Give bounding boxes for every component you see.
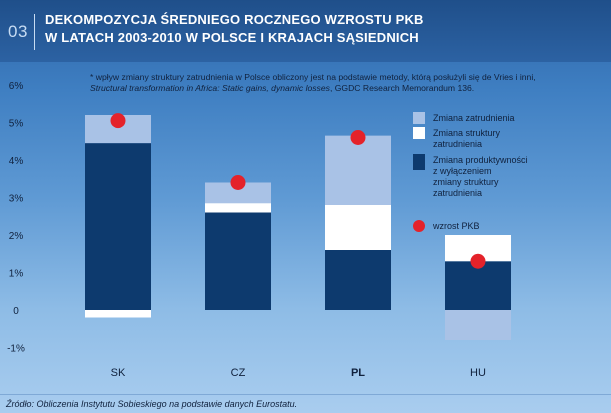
y-tick-label: 1% [9, 269, 24, 280]
legend-label: zatrudnienia [433, 139, 482, 149]
x-tick-label: CZ [231, 367, 246, 379]
legend-label: zmiany struktury [433, 177, 499, 187]
legend-label: wzrost PKB [432, 221, 480, 231]
title-line-1: DEKOMPOZYCJA ŚREDNIEGO ROCZNEGO WZROSTU … [45, 12, 424, 27]
bar-sk-series-2 [85, 143, 151, 310]
y-tick-label: 0 [13, 306, 19, 317]
title-line-2: W LATACH 2003-2010 W POLSCE I KRAJACH SĄ… [45, 30, 419, 45]
note-italic: Structural transformation in Africa: Sta… [90, 83, 330, 93]
x-tick-label: SK [111, 367, 126, 379]
bar-cz-series-0 [205, 182, 271, 204]
x-tick-label: PL [351, 367, 365, 379]
bar-hu-series-0 [445, 310, 511, 340]
gdp-dot-pl [350, 130, 366, 145]
bar-pl-series-2 [325, 250, 391, 310]
bar-cz-series-1 [205, 203, 271, 213]
legend-swatch-1 [413, 127, 425, 139]
legend-swatch-gdp [413, 220, 425, 232]
legend-label: Zmiana produktywności [433, 155, 528, 165]
legend-swatch-2 [413, 154, 425, 170]
legend-label: Zmiana struktury [433, 128, 501, 138]
y-tick-label: 6% [9, 81, 24, 92]
bar-pl-series-1 [325, 205, 391, 250]
gdp-dot-cz [230, 175, 246, 190]
note-text-2: , GGDC Research Memorandum 136. [329, 83, 475, 93]
note-text-1: * wpływ zmiany struktury zatrudnienia w … [90, 72, 536, 82]
y-tick-label: 3% [9, 194, 24, 205]
bar-cz-series-2 [205, 212, 271, 310]
x-tick-label: HU [470, 367, 486, 379]
legend-label: Zmiana zatrudnienia [433, 113, 515, 123]
bar-pl-series-0 [325, 135, 391, 205]
bar-hu-series-2 [445, 261, 511, 310]
gdp-dot-hu [470, 253, 486, 269]
header-separator [34, 14, 35, 50]
section-number: 03 [8, 22, 28, 41]
legend-swatch-0 [413, 112, 425, 124]
footer-divider [0, 394, 611, 395]
header-banner: 03 DEKOMPOZYCJA ŚREDNIEGO ROCZNEGO WZROS… [0, 0, 611, 62]
bar-sk-series-1 [85, 310, 151, 318]
y-tick-label: -1% [7, 344, 25, 355]
page-title: DEKOMPOZYCJA ŚREDNIEGO ROCZNEGO WZROSTU … [45, 11, 424, 47]
source-note: Źródło: Obliczenia Instytutu Sobieskiego… [6, 399, 298, 409]
y-tick-label: 4% [9, 156, 24, 167]
y-tick-label: 5% [9, 119, 24, 130]
legend-label: zatrudnienia [433, 188, 482, 198]
methodology-note: * wpływ zmiany struktury zatrudnienia w … [90, 72, 560, 94]
y-tick-label: 2% [9, 231, 24, 242]
gdp-dot-sk [110, 113, 126, 129]
legend-label: z wyłączeniem [433, 166, 492, 176]
